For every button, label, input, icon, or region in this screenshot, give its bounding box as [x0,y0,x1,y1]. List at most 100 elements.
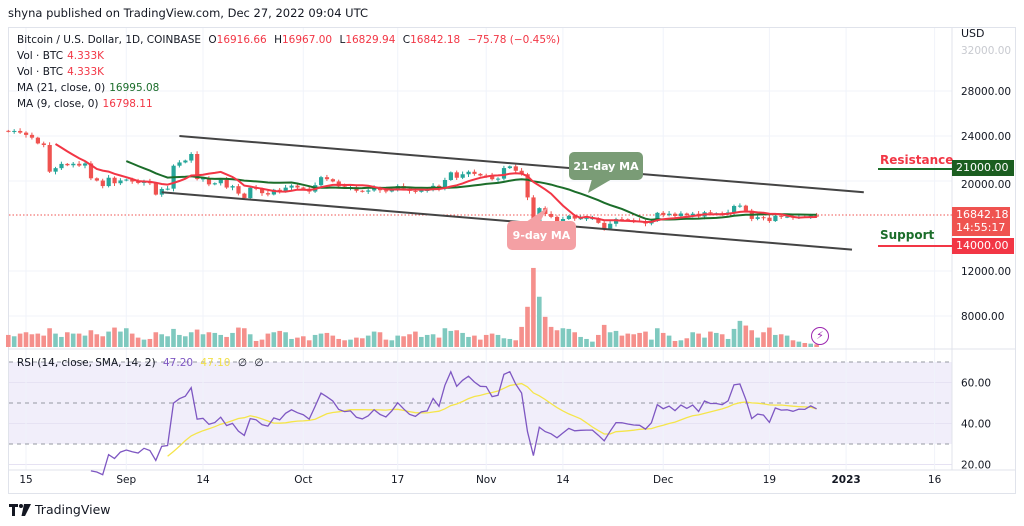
volume-bar [100,336,105,347]
currency-label[interactable]: USD [961,27,985,40]
volume-bar [230,332,235,347]
volume-bar [743,325,749,347]
candle-body [29,134,35,138]
volume-bar [708,331,713,347]
candle-body [549,213,554,217]
volume-bar [153,332,159,347]
candle-body [59,163,64,169]
candle-body [165,188,170,190]
time-tick-label: 15 [19,474,32,486]
ma21-line [125,160,817,221]
candle-body [289,185,294,188]
resistance-line[interactable] [878,168,953,170]
candle-body [773,215,778,222]
volume-bar [165,336,170,347]
volume-bar [790,340,796,347]
tradingview-logo[interactable]: TradingView [9,502,111,517]
volume-bar [472,335,477,347]
candle-body [248,187,253,199]
volume-bar [242,328,247,347]
channel-trendline [161,191,853,251]
candle-body [383,190,389,192]
candle-body [100,180,105,187]
volume-bar [548,326,554,347]
candle-body [543,208,548,214]
ma9-legend[interactable]: MA (9, close, 0) 16798.11 [17,98,157,110]
candle-body [236,186,241,194]
volume-bar [360,338,365,347]
volume-bar [306,340,312,347]
rsi-tick-label: 60.00 [961,378,991,390]
volume-bar [147,338,153,347]
volume-bar [212,332,218,347]
candle-body [35,137,40,144]
candle-body [785,216,790,218]
candle-body [77,163,82,166]
volume-bar [118,331,123,347]
volume-bar [277,330,282,347]
publisher-line: shyna published on TradingView.com, Dec … [8,6,368,20]
volume-legend-1[interactable]: Vol · BTC 4.333K [17,50,108,62]
volume-bar [560,328,566,347]
volume-bar [23,332,29,347]
rsi-sma-value: 47.10 [200,357,231,369]
open-value: 16916.66 [216,34,267,46]
ma9-line [54,143,817,224]
chart-frame[interactable] [8,27,1016,494]
volume-bar [802,342,808,347]
rsi-tick-label: 40.00 [961,419,991,431]
candle-body [619,219,625,221]
support-line[interactable] [878,245,953,247]
change-value: −75.78 (−0.45%) [467,34,561,46]
volume-legend-2[interactable]: Vol · BTC 4.333K [17,66,108,78]
volume-bar [365,335,371,347]
volume-bar [371,331,377,347]
candle-body [614,219,619,224]
volume-bar [413,331,418,347]
candle-body [195,154,200,180]
ma21-legend[interactable]: MA (21, close, 0) 16995.08 [17,82,163,94]
volume-bar [466,336,471,347]
candle-body [106,177,111,187]
volume-bar [525,306,530,347]
candle-body [360,190,365,192]
brand-name: TradingView [35,502,111,517]
volume-bar [188,332,194,347]
volume-bar [59,336,64,347]
candle-body [673,213,678,216]
time-tick-label: Sep [116,474,136,486]
volume-bar [448,330,454,347]
symbol-name[interactable]: Bitcoin / U.S. Dollar, 1D, COINBASE [17,34,202,46]
volume-bar [171,328,176,347]
candle-body [625,219,630,221]
candle-body [779,215,784,217]
price-tick-label: 24000.00 [961,131,1011,143]
volume-bar [424,334,430,347]
lightning-icon[interactable]: ⚡ [811,327,829,345]
volume-bar [619,335,625,347]
volume-bar [507,338,513,347]
volume-bar [82,335,88,347]
candle-body [737,205,743,207]
candle-body [602,222,607,229]
volume-bar [47,328,52,347]
open-label: O [208,34,217,46]
candle-body [224,179,229,188]
volume-bar [247,334,253,347]
candle-body [454,172,459,178]
candle-body [513,166,518,171]
volume-bar [35,333,41,347]
candle-body [525,174,530,198]
rsi-legend[interactable]: RSI (14, close, SMA, 14, 2) 47.20 47.10 … [17,357,267,369]
volume-bar [631,334,636,347]
volume-bar [29,334,35,347]
volume-bar [796,341,802,347]
volume-bar [283,332,288,347]
volume-value: 4.333K [67,50,105,62]
support-label: Support [880,228,935,242]
candle-body [466,171,471,175]
candle-body [6,130,11,132]
volume-bar [324,332,330,347]
volume-bar [112,327,117,347]
